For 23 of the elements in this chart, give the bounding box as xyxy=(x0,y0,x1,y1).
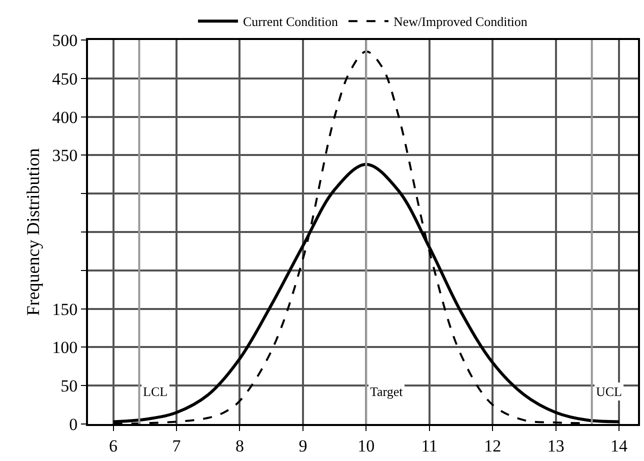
legend-label: Current Condition xyxy=(243,14,338,30)
y-tick-label: 500 xyxy=(52,30,78,50)
x-tick-label: 6 xyxy=(109,436,118,456)
y-tick-label: 50 xyxy=(60,376,78,396)
y-tick-label: 100 xyxy=(52,338,78,358)
ref-line-label: UCL xyxy=(596,384,622,399)
x-tick-label: 11 xyxy=(421,436,438,456)
y-tick-label: 450 xyxy=(52,69,78,88)
x-tick-label: 9 xyxy=(298,436,308,456)
ref-line-label: Target xyxy=(370,384,404,399)
x-tick-label: 12 xyxy=(484,436,502,456)
y-tick-label: 350 xyxy=(52,146,78,166)
x-tick-label: 10 xyxy=(358,436,375,456)
x-tick-label: 14 xyxy=(610,436,628,456)
x-tick-label: 7 xyxy=(172,436,182,456)
y-tick-label: 400 xyxy=(52,108,78,127)
y-tick-label: 0 xyxy=(69,414,78,434)
x-tick-label: 8 xyxy=(235,436,244,456)
ref-line-label: LCL xyxy=(143,384,168,399)
y-axis-title: Frequency Distribution xyxy=(22,148,43,316)
x-tick-label: 13 xyxy=(547,436,564,456)
y-tick-label: 150 xyxy=(52,300,78,319)
legend-label: New/Improved Condition xyxy=(393,14,528,30)
